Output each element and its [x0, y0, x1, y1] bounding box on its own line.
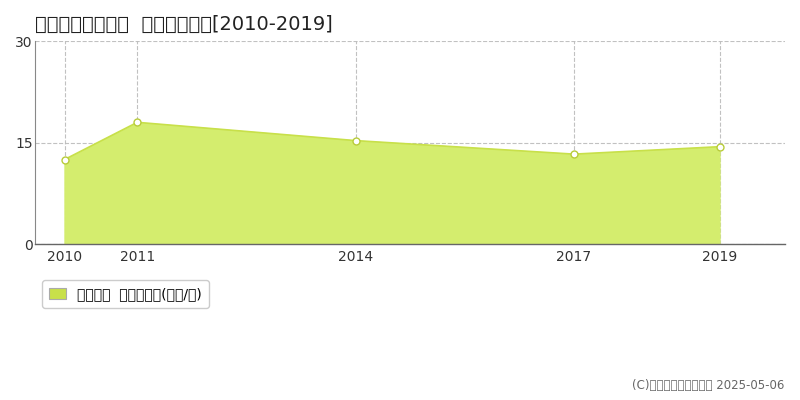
Point: [131, 119, 144, 126]
Point: [713, 144, 726, 150]
Point: [58, 156, 71, 163]
Legend: 住宅価格  平均坪単価(万円/坪): 住宅価格 平均坪単価(万円/坪): [42, 280, 209, 308]
Text: (C)土地価格ドットコム 2025-05-06: (C)土地価格ドットコム 2025-05-06: [632, 379, 784, 392]
Point: [350, 137, 362, 144]
Point: [567, 151, 580, 157]
Text: 新潟市秋葉区東島  住宅価格推移[2010-2019]: 新潟市秋葉区東島 住宅価格推移[2010-2019]: [35, 15, 333, 34]
